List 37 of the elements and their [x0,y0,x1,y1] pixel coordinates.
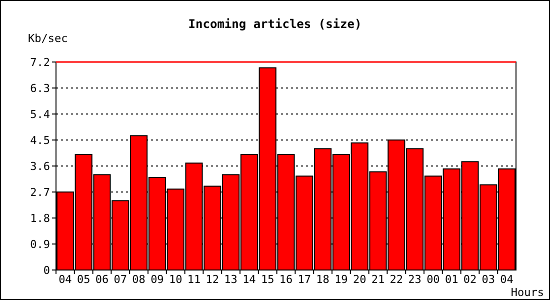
x-tick-label: 10 [168,273,182,286]
x-tick-label: 19 [334,273,348,286]
x-tick-label: 04 [58,273,72,286]
x-axis-title: Hours [510,286,544,299]
y-tick-label: 2.7 [30,186,50,199]
y-tick-label: 4.5 [30,134,50,147]
x-tick-label: 09 [150,273,164,286]
x-tick-label: 12 [206,273,220,286]
x-tick-label: 07 [114,273,128,286]
x-tick-label: 03 [482,273,496,286]
x-tick-label: 11 [187,273,201,286]
x-tick-label: 05 [76,273,90,286]
x-tick-label: 16 [279,273,293,286]
y-tick-label: 0 [43,264,50,277]
x-tick-label: 06 [95,273,109,286]
y-tick-label: 7.2 [30,56,50,69]
x-tick-label: 23 [408,273,422,286]
x-tick-label: 08 [132,273,146,286]
x-tick-label: 15 [260,273,274,286]
chart-title: Incoming articles (size) [188,17,362,31]
y-axis-title: Kb/sec [28,32,68,45]
x-tick-label: 01 [444,273,458,286]
x-tick-label: 02 [463,273,477,286]
x-tick-label: 17 [298,273,312,286]
x-tick-label: 21 [371,273,385,286]
y-tick-label: 6.3 [30,82,50,95]
y-tick-label: 1.8 [30,212,50,225]
x-tick-label: 14 [242,273,256,286]
x-tick-label: 13 [224,273,238,286]
x-tick-label: 00 [426,273,440,286]
y-tick-label: 0.9 [30,238,50,251]
x-tick-label: 20 [352,273,366,286]
y-tick-label: 3.6 [30,160,50,173]
x-tick-label: 18 [316,273,330,286]
x-tick-label: 04 [500,273,514,286]
x-tick-label: 22 [390,273,404,286]
y-tick-label: 5.4 [30,108,50,121]
